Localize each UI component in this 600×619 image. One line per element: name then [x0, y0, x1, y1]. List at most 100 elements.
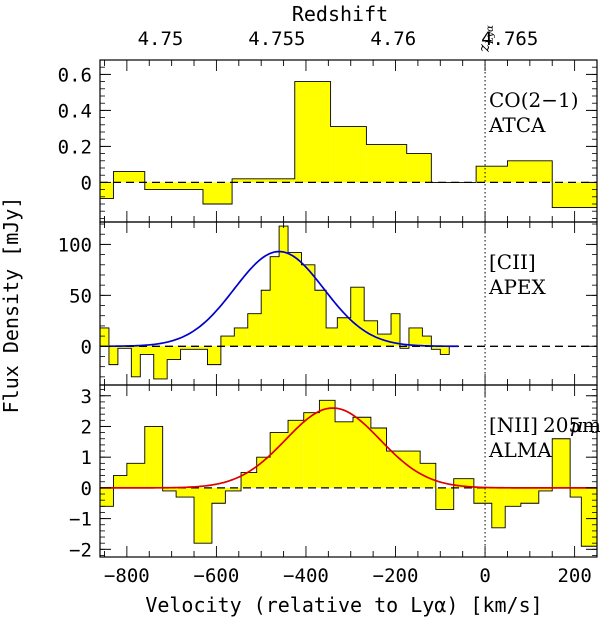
histogram-bar	[391, 313, 400, 347]
histogram-bar	[225, 487, 242, 491]
histogram-bar	[220, 336, 235, 347]
histogram-bar	[420, 463, 436, 488]
x-tick-label: −200	[373, 565, 419, 587]
histogram-bar	[207, 346, 221, 365]
histogram-bar	[301, 264, 315, 347]
histogram-bar	[261, 290, 271, 347]
y-tick-label: −2	[69, 539, 92, 561]
y-tick-label: 1	[81, 447, 92, 469]
histogram-bar	[100, 487, 114, 507]
histogram-bar	[241, 472, 257, 488]
x-tick-label: 200	[557, 565, 591, 587]
y-tick-label: 0	[81, 336, 92, 358]
y-tick-label: 0	[81, 172, 92, 194]
panel-line-label: CO(2−1)	[489, 88, 579, 112]
panel-frame	[99, 384, 598, 558]
histogram-bar	[335, 421, 353, 488]
histogram-outline	[100, 81, 597, 209]
histogram-bar	[140, 346, 154, 355]
histogram-bar	[440, 346, 450, 355]
histogram-bar	[162, 487, 177, 491]
histogram-bar	[473, 487, 492, 504]
y-tick-label: 0.4	[58, 100, 92, 122]
panel-line-label: [NII]	[489, 413, 538, 437]
histogram-bar	[211, 487, 226, 504]
histogram-bar	[126, 463, 145, 488]
histogram-bar	[350, 287, 365, 347]
histogram-bar	[581, 487, 597, 547]
histogram-bar	[100, 182, 114, 199]
top-axis-ticks: 4.75 4.755 4.76 4.765	[138, 28, 539, 50]
x-tick-label: −400	[283, 565, 329, 587]
histogram-bar	[270, 256, 280, 347]
panels-group: 0 0.2 0.4 0.6 CO(2−1)ATCA 0 50 100 [CII]APEX −2 −1…	[58, 59, 600, 561]
histogram-bar	[337, 317, 351, 347]
y-axis-title: Flux Density [mJy]	[0, 197, 23, 414]
y-tick-label: 0.6	[58, 64, 92, 86]
histogram-bar	[288, 252, 302, 347]
panel-0: 0 0.2 0.4 0.6 CO(2−1)ATCA	[58, 59, 598, 223]
histogram-bar	[144, 426, 163, 488]
histogram-bar	[113, 171, 145, 183]
panel-frame	[99, 221, 598, 386]
histogram-bar	[366, 144, 407, 183]
y-tick-label: 0.2	[58, 136, 92, 158]
histogram-bar	[108, 346, 118, 365]
histogram-bar	[279, 226, 289, 347]
histogram-bar	[370, 428, 387, 488]
zlya-z: z	[475, 44, 493, 53]
y-tick-label: 50	[69, 285, 92, 307]
histogram-bar	[167, 346, 181, 360]
panel-line-label-mu: μ	[570, 413, 583, 437]
histogram-bar	[100, 327, 109, 347]
x-axis-title: Velocity (relative to Lyα) [km/s]	[145, 593, 542, 617]
panel-instrument-label: ALMA	[488, 438, 552, 462]
histogram-bar	[232, 178, 295, 183]
histogram-bar	[435, 487, 454, 510]
panel-instrument-label: APEX	[488, 275, 547, 299]
top-tick-label: 4.75	[138, 28, 184, 50]
histogram-bar	[117, 346, 132, 349]
histogram-bar	[270, 432, 289, 488]
top-axis-title: Redshift	[292, 2, 388, 26]
histogram-outline	[100, 225, 459, 380]
histogram-bar	[491, 487, 506, 528]
histogram-bar	[194, 346, 208, 350]
histogram-outline	[100, 399, 597, 547]
x-tick-label: 0	[479, 565, 490, 587]
top-tick-label: 4.76	[370, 28, 416, 50]
histogram-bar	[352, 417, 371, 488]
histogram-bar	[552, 438, 571, 488]
histogram-bar	[176, 182, 203, 190]
top-tick-label: 4.755	[248, 28, 305, 50]
histogram-bar	[422, 336, 432, 347]
histogram-bar	[453, 478, 474, 488]
zlya-sub: Lyα	[485, 25, 496, 45]
bottom-axis-ticks: −800 −600 −400 −200 0 200	[104, 565, 592, 587]
histogram-bar	[294, 81, 331, 183]
histogram-bar	[113, 475, 127, 488]
y-tick-label: 0	[81, 478, 92, 500]
histogram-bar	[330, 126, 367, 183]
histogram-bar	[406, 153, 432, 183]
gaussian-fit-line	[100, 407, 597, 489]
histogram-bar	[303, 412, 320, 488]
y-tick-label: 2	[81, 416, 92, 438]
histogram-bar	[288, 420, 304, 488]
histogram-bar	[326, 327, 338, 347]
histogram-bar	[364, 320, 378, 347]
histogram-bar	[202, 182, 233, 204]
histogram-bar	[314, 290, 327, 347]
zlya-marker-label: z Lyα	[475, 25, 496, 53]
panel-line-label-unit: m	[582, 413, 600, 437]
histogram-bar	[538, 487, 553, 491]
y-tick-label: −1	[69, 509, 92, 531]
histogram-bar	[180, 346, 195, 350]
histogram-bar	[399, 346, 409, 349]
y-tick-label: 100	[58, 234, 92, 256]
x-tick-label: −600	[194, 565, 240, 587]
gaussian-fit-line	[108, 250, 459, 348]
histogram-bar	[247, 313, 262, 347]
